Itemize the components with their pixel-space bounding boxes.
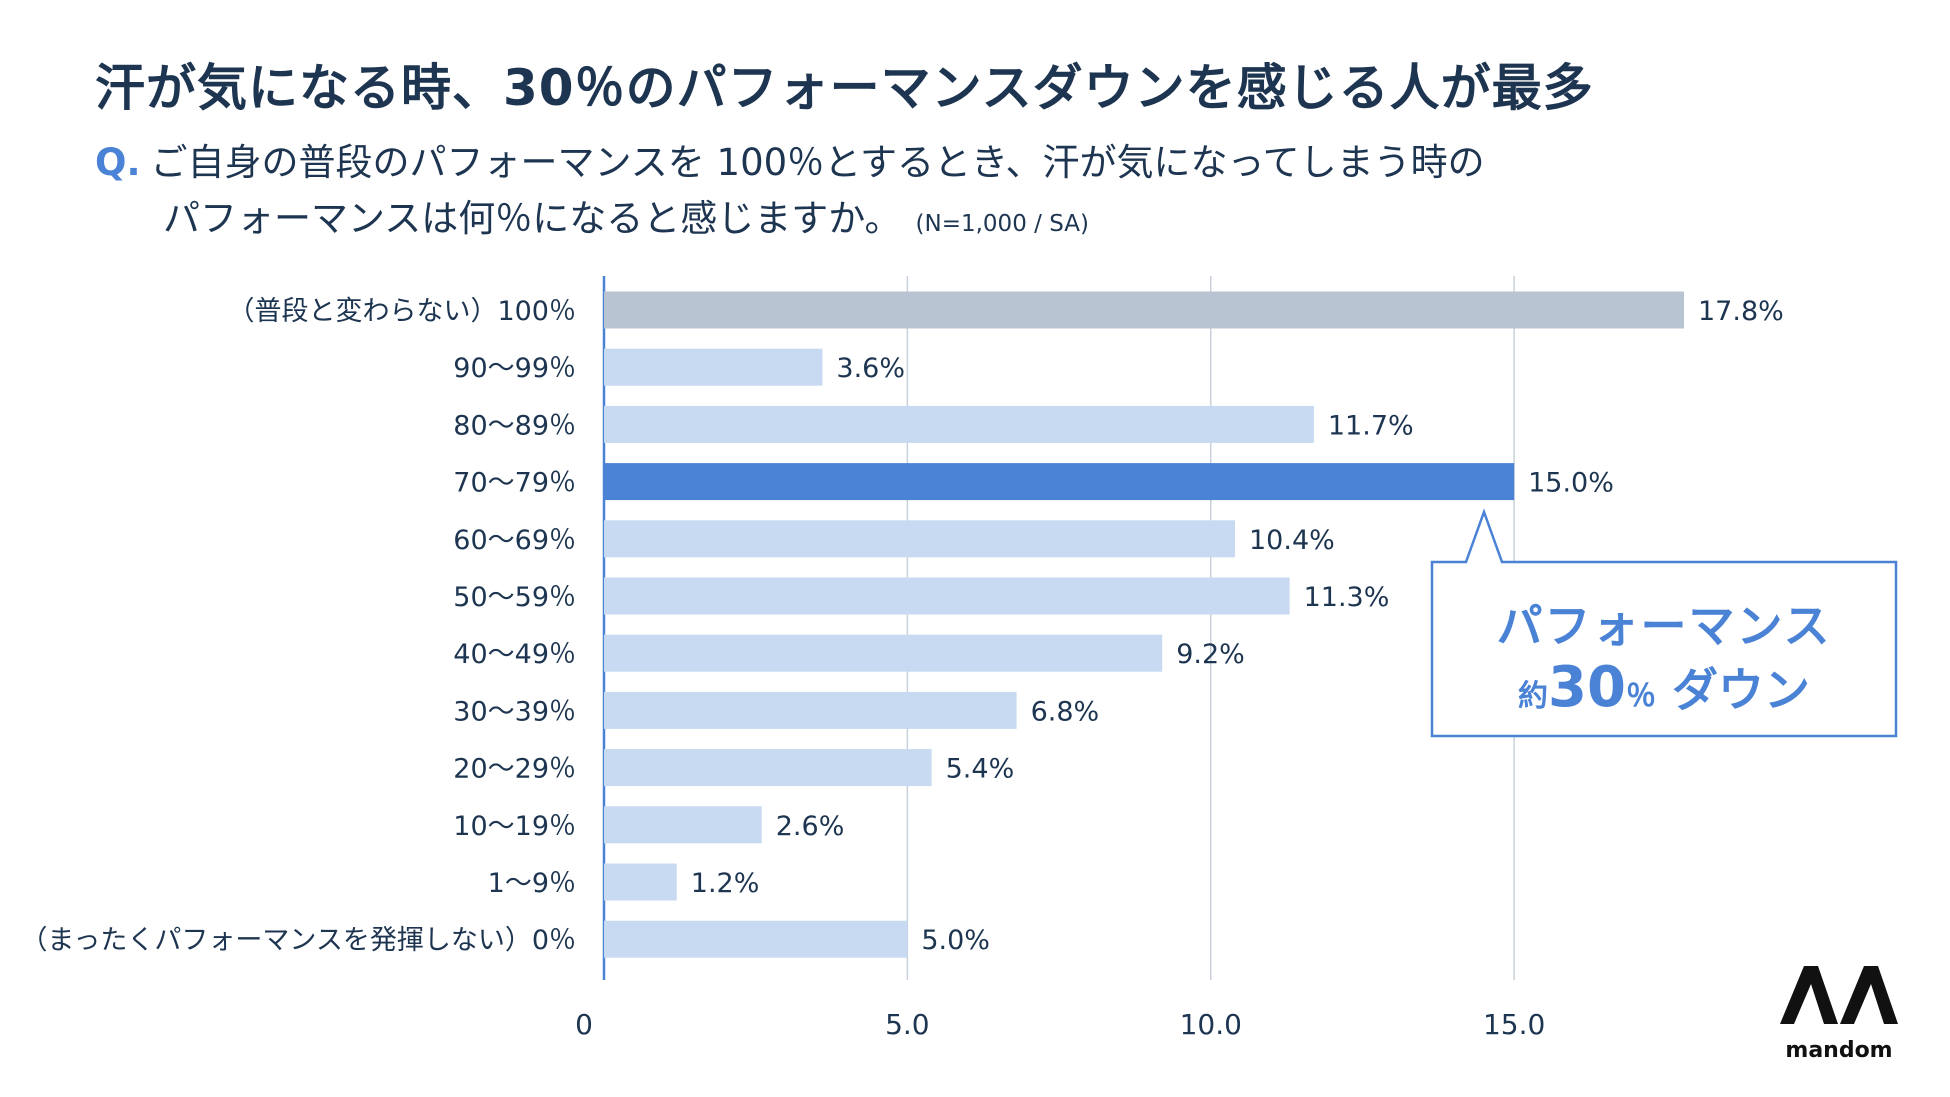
mandom-logo-mark-icon bbox=[1780, 966, 1898, 1024]
value-label: 5.4% bbox=[946, 754, 1015, 785]
value-label: 3.6% bbox=[836, 353, 905, 384]
category-label: 10〜19％ bbox=[453, 811, 576, 842]
bar bbox=[604, 863, 677, 901]
value-label: 5.0% bbox=[921, 925, 990, 956]
bar bbox=[604, 520, 1236, 558]
value-label: 10.4% bbox=[1249, 525, 1335, 556]
category-label: （まったくパフォーマンスを発揮しない）0％ bbox=[20, 925, 576, 956]
category-label: 70〜79％ bbox=[453, 468, 576, 499]
bar bbox=[604, 749, 932, 787]
value-label: 9.2% bbox=[1176, 639, 1245, 670]
bar bbox=[604, 577, 1290, 615]
callout-line-1: パフォーマンス bbox=[1496, 599, 1832, 653]
callout-value: 30 bbox=[1548, 655, 1626, 720]
value-label: 2.6% bbox=[776, 811, 845, 842]
bar bbox=[604, 348, 823, 386]
value-label: 17.8% bbox=[1698, 296, 1784, 327]
value-label: 11.3% bbox=[1304, 582, 1390, 613]
question-prefix: Q. bbox=[95, 141, 141, 184]
bar bbox=[604, 691, 1017, 729]
x-tick-label: 15.0 bbox=[1483, 1008, 1545, 1041]
question-line-2: パフォーマンスは何％になると感じますか。 bbox=[163, 197, 902, 240]
labels: 0 5.0 10.0 15.0 （普段と変わらない）100％ 17.8% 90〜99％ 3.6… bbox=[20, 296, 1783, 1041]
callout-bubble bbox=[1430, 508, 1898, 738]
category-label: （普段と変わらない）100％ bbox=[227, 296, 576, 327]
callout-line-2: 約30％ ダウン bbox=[1432, 654, 1896, 720]
category-label: 90〜99％ bbox=[453, 353, 576, 384]
category-label: 50〜59％ bbox=[453, 582, 576, 613]
bar bbox=[604, 920, 908, 958]
x-tick-label: 10.0 bbox=[1180, 1008, 1242, 1041]
bar bbox=[604, 463, 1515, 501]
mandom-logo: mandom bbox=[1776, 962, 1902, 1063]
bar bbox=[604, 405, 1314, 443]
callout-shape bbox=[1430, 508, 1898, 738]
category-label: 80〜89％ bbox=[453, 410, 576, 441]
survey-question: Q. ご自身の普段のパフォーマンスを 100％とするとき、汗が気になってしまう時の… bbox=[95, 135, 1485, 252]
category-label: 20〜29％ bbox=[453, 754, 576, 785]
value-label: 1.2% bbox=[691, 868, 760, 899]
callout-suffix: ダウン bbox=[1655, 663, 1810, 717]
value-label: 6.8% bbox=[1031, 696, 1100, 727]
bar bbox=[604, 806, 762, 844]
callout-unit: ％ bbox=[1625, 679, 1656, 714]
x-tick-label: 5.0 bbox=[885, 1008, 930, 1041]
bar bbox=[604, 291, 1684, 329]
bar bbox=[604, 634, 1163, 672]
value-label: 15.0% bbox=[1528, 468, 1614, 499]
x-tick-label: 0 bbox=[575, 1008, 593, 1041]
sample-note: (N=1,000 / SA) bbox=[915, 211, 1089, 237]
callout-prefix: 約 bbox=[1518, 679, 1549, 714]
bars bbox=[604, 291, 1684, 958]
category-label: 40〜49％ bbox=[453, 639, 576, 670]
question-line-1: ご自身の普段のパフォーマンスを 100％とするとき、汗が気になってしまう時の bbox=[150, 141, 1485, 184]
category-label: 30〜39％ bbox=[453, 696, 576, 727]
category-label: 1〜9％ bbox=[488, 868, 576, 899]
value-label: 11.7% bbox=[1328, 410, 1414, 441]
category-label: 60〜69％ bbox=[453, 525, 576, 556]
page-title: 汗が気になる時、30％のパフォーマンスダウンを感じる人が最多 bbox=[95, 59, 1594, 117]
logo-text: mandom bbox=[1785, 1038, 1893, 1063]
callout-box: パフォーマンス 約30％ ダウン bbox=[1432, 562, 1896, 736]
